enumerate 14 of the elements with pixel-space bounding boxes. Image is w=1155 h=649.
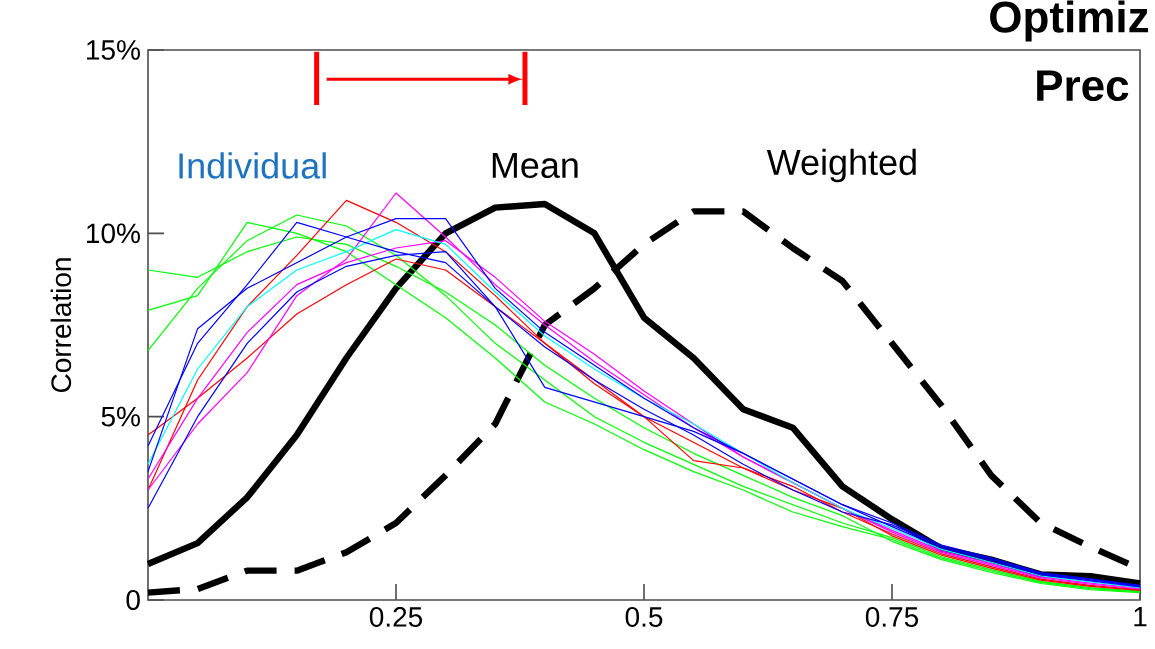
y-tick-label: 0 xyxy=(126,590,140,610)
series-label: Mean xyxy=(492,152,578,179)
x-tick-label: 1 xyxy=(1134,607,1147,627)
annotation: Prec xyxy=(1037,70,1129,102)
series-label: Individual xyxy=(179,152,326,179)
x-tick-label: 0.75 xyxy=(865,607,919,627)
x-tick-label: 0.5 xyxy=(625,607,663,627)
y-tick-label: 10% xyxy=(87,223,140,244)
text: Optimiz xyxy=(990,0,1149,42)
y-axis-title: Correlation xyxy=(50,258,72,393)
x-tick-label: 0.25 xyxy=(369,607,423,627)
series-label: Weighted xyxy=(766,148,916,183)
y-tick-label: 5% xyxy=(101,406,140,427)
y-tick-label: 15% xyxy=(87,40,140,60)
